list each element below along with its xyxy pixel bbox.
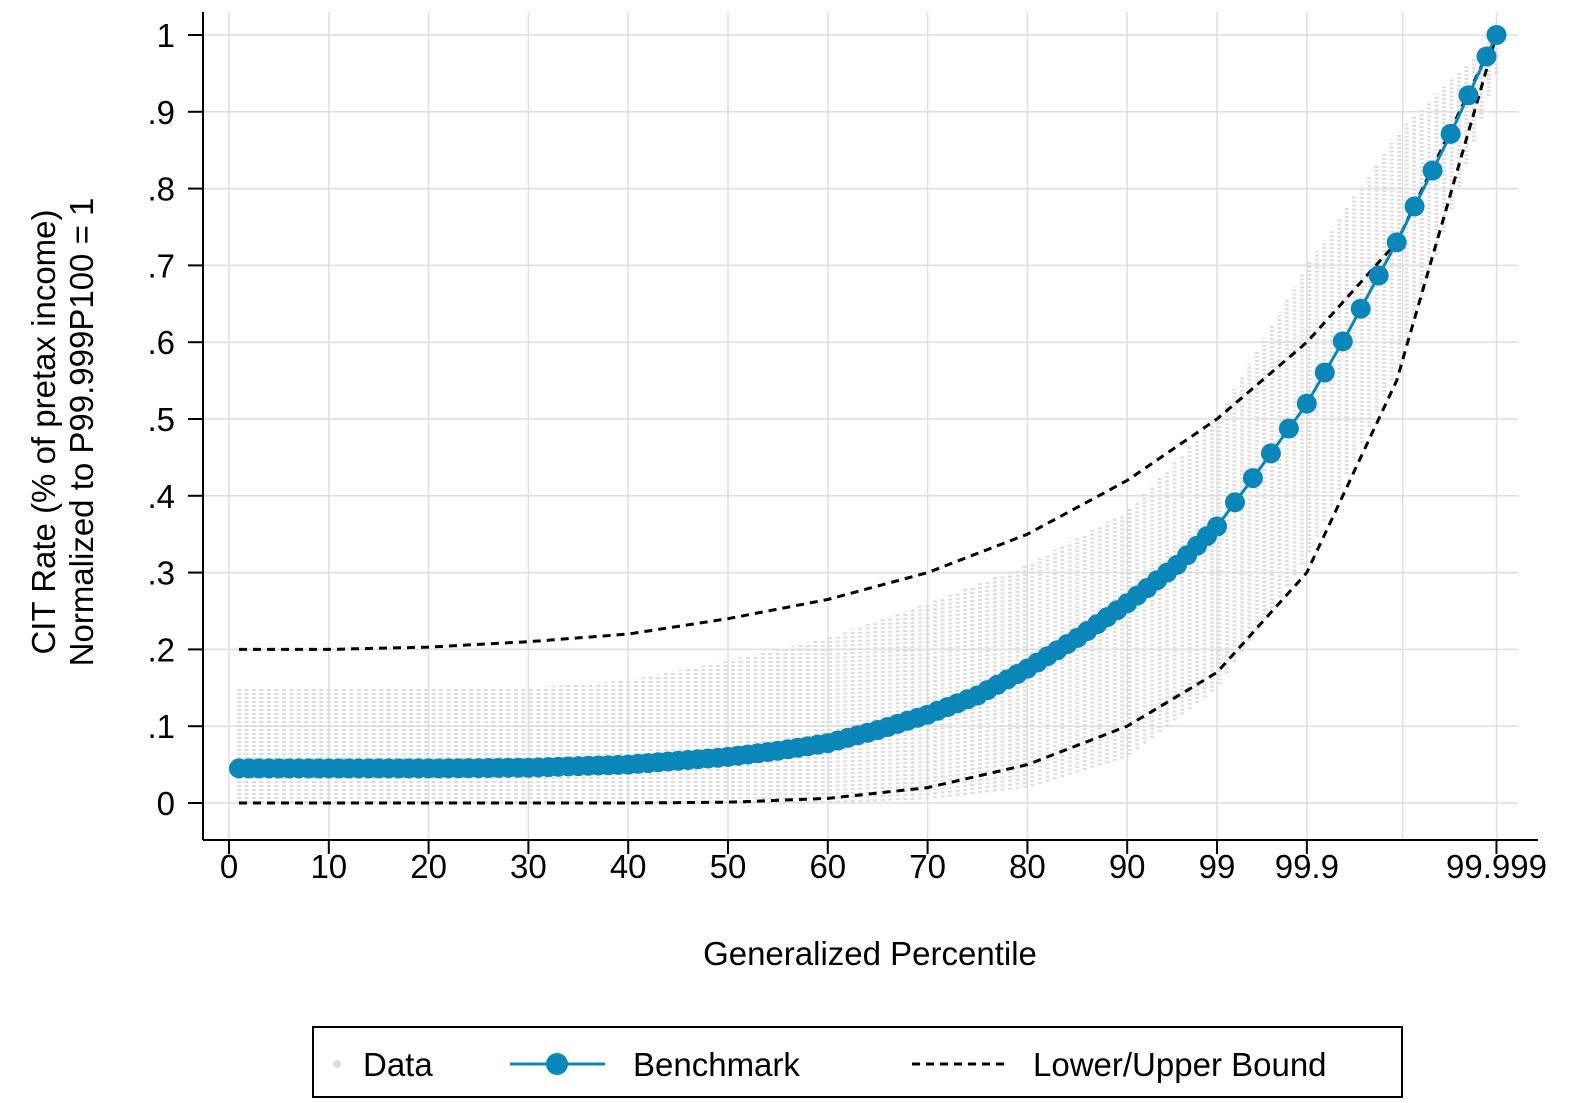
y-axis-ticks: 0 .1 .2 .3 .4 .5 .6 .7 .8 .9 1 [147, 17, 203, 822]
x-tick-label: 80 [1009, 848, 1046, 885]
y-axis-title-line-1: CIT Rate (% of pretax income) [25, 209, 62, 654]
legend-data-marker [333, 1060, 341, 1068]
benchmark-point [1296, 393, 1317, 414]
y-axis-title: CIT Rate (% of pretax income) Normalized… [25, 198, 100, 667]
benchmark-point [1242, 468, 1263, 489]
y-axis-title-line-2: Normalized to P99.999P100 = 1 [63, 198, 100, 667]
benchmark-point [1350, 298, 1371, 319]
x-tick-label: 0 [220, 848, 238, 885]
y-tick-label: .4 [147, 478, 175, 515]
x-axis-ticks: 0 10 20 30 40 50 60 70 80 90 99 99.9 99.999 [220, 840, 1547, 885]
upper-bound-line [239, 34, 1498, 651]
benchmark-point [1207, 516, 1227, 537]
y-tick-label: .8 [147, 171, 175, 208]
legend-label-bound: Lower/Upper Bound [1033, 1046, 1327, 1083]
x-tick-label: 90 [1109, 848, 1146, 885]
legend-benchmark-marker [546, 1053, 568, 1075]
x-tick-label: 10 [310, 848, 347, 885]
benchmark-point [1314, 362, 1335, 383]
x-tick-label: 30 [510, 848, 547, 885]
x-tick-label: 99 [1199, 848, 1236, 885]
y-tick-label: 1 [157, 17, 175, 54]
benchmark-point [1404, 196, 1425, 217]
x-tick-label: 70 [909, 848, 946, 885]
benchmark-point [1458, 85, 1479, 106]
benchmark-series-layer [229, 25, 1507, 779]
legend: Data Benchmark Lower/Upper Bound [312, 1026, 1403, 1098]
y-tick-label: .2 [147, 631, 175, 668]
x-tick-label: 99.999 [1446, 848, 1547, 885]
benchmark-point [1368, 265, 1389, 286]
benchmark-point [1225, 492, 1245, 513]
benchmark-point [1332, 331, 1353, 352]
y-tick-label: .1 [147, 708, 175, 745]
y-tick-label: .7 [147, 247, 175, 284]
benchmark-point [1486, 25, 1507, 45]
benchmark-point [1476, 46, 1497, 67]
benchmark-point [1278, 418, 1299, 439]
x-tick-label: 50 [710, 848, 747, 885]
y-tick-label: .6 [147, 324, 175, 361]
x-tick-label: 20 [410, 848, 447, 885]
legend-box [312, 1026, 1403, 1098]
y-tick-label: .3 [147, 555, 175, 592]
benchmark-point [1422, 160, 1443, 181]
benchmark-point [1260, 443, 1281, 464]
x-tick-label: 40 [610, 848, 647, 885]
x-tick-label: 99.9 [1275, 848, 1339, 885]
lower-bound-line [239, 34, 1498, 805]
x-axis-title: Generalized Percentile [703, 935, 1037, 972]
y-tick-label: 0 [157, 785, 175, 822]
gridlines [203, 12, 1518, 840]
x-tick-label: 60 [809, 848, 846, 885]
benchmark-point [1440, 123, 1461, 144]
legend-label-benchmark: Benchmark [633, 1046, 800, 1083]
y-tick-label: .9 [147, 94, 175, 131]
bound-series-layer [239, 34, 1498, 805]
benchmark-point [1386, 232, 1407, 253]
y-tick-label: .5 [147, 401, 175, 438]
legend-label-data: Data [363, 1046, 433, 1083]
